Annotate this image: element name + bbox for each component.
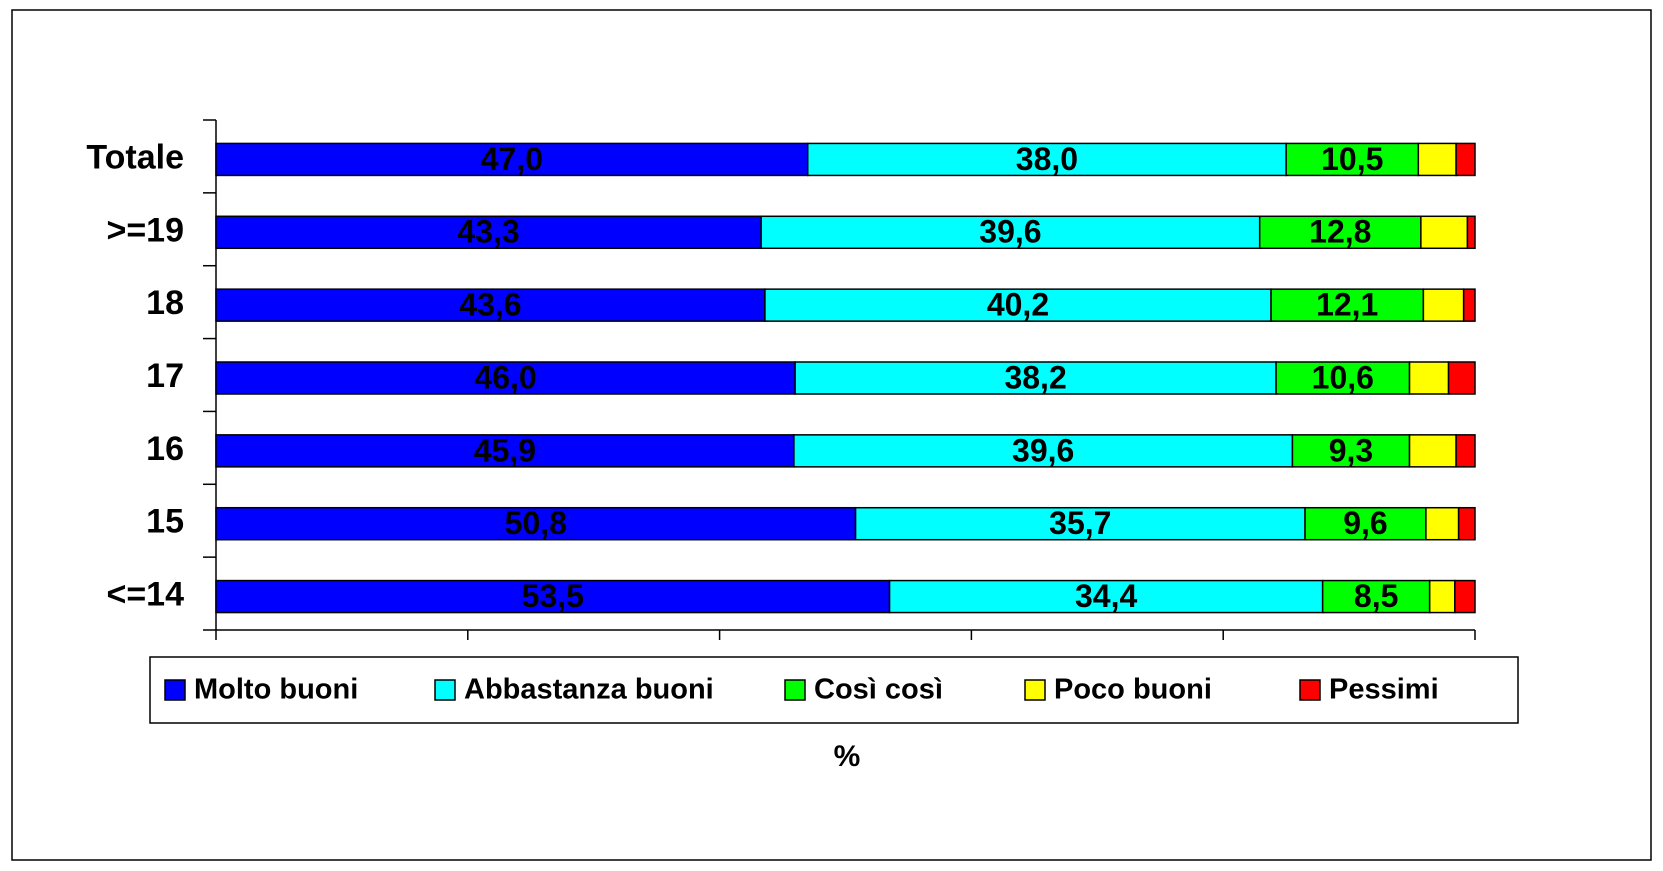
data-label: 43,3 — [457, 214, 519, 250]
data-label: 53,5 — [522, 578, 584, 614]
data-label: 12,8 — [1309, 214, 1371, 250]
bar-segment — [215, 506, 857, 541]
data-label: 38,2 — [1004, 359, 1066, 395]
data-label: 12,1 — [1316, 287, 1378, 323]
bar-segment — [1455, 142, 1476, 177]
bar-segment — [215, 361, 796, 395]
bar-segment — [1270, 288, 1425, 322]
data-label: 10,6 — [1312, 359, 1374, 395]
data-label: 39,6 — [1012, 432, 1074, 468]
bar-segment — [764, 288, 1272, 322]
bar-segment — [1428, 579, 1456, 614]
bar-segment — [794, 361, 1277, 395]
data-label: 46,0 — [474, 359, 536, 395]
bar-segment — [854, 506, 1306, 541]
data-label: 47,0 — [481, 141, 543, 177]
bar-segment — [215, 288, 766, 322]
bar-segment — [1275, 361, 1411, 395]
legend-swatch — [164, 679, 186, 701]
data-label: 38,0 — [1016, 141, 1078, 177]
bar-segment — [1420, 215, 1469, 250]
bar-segment — [1425, 506, 1460, 541]
bar-segment — [1304, 506, 1427, 541]
category-label: 16 — [146, 430, 184, 468]
bar-segment — [760, 215, 1261, 250]
data-label: 45,9 — [474, 432, 536, 468]
bar-segment — [1321, 579, 1431, 614]
legend-swatch — [1299, 679, 1321, 701]
bar-segment — [1454, 579, 1476, 614]
legend-label: Poco buoni — [1054, 674, 1212, 706]
bar-segment — [1462, 288, 1476, 322]
data-label: 39,6 — [979, 214, 1041, 250]
data-label: 34,4 — [1075, 578, 1137, 614]
bar-segment — [888, 579, 1324, 614]
legend-label: Pessimi — [1329, 674, 1439, 706]
bar-segment — [1457, 506, 1476, 541]
category-label: >=19 — [106, 211, 184, 249]
data-label: 9,3 — [1329, 432, 1373, 468]
legend-label: Abbastanza buoni — [464, 674, 714, 706]
bar-segment — [215, 142, 809, 177]
category-label: 18 — [146, 284, 184, 322]
legend-label: Molto buoni — [194, 674, 358, 706]
bar-segment — [1408, 361, 1450, 395]
bar-segment — [1258, 215, 1422, 250]
data-label: 9,6 — [1343, 505, 1387, 541]
bar-segment — [1417, 142, 1457, 177]
bar-segment — [1408, 434, 1457, 468]
bar-segment — [215, 434, 795, 468]
data-label: 50,8 — [505, 505, 567, 541]
bar-segment — [215, 215, 762, 250]
category-label: <=14 — [106, 576, 184, 614]
bar-segment — [1422, 288, 1465, 322]
category-label: Totale — [86, 138, 184, 176]
category-label: 15 — [146, 503, 184, 541]
legend-swatch — [434, 679, 456, 701]
legend-swatch — [1024, 679, 1046, 701]
category-label: 17 — [146, 357, 184, 395]
data-label: 10,5 — [1321, 141, 1383, 177]
legend-swatch — [784, 679, 806, 701]
data-label: 43,6 — [459, 287, 521, 323]
bar-segment — [1285, 142, 1420, 177]
bar-segment — [793, 434, 1294, 468]
bar-segment — [215, 579, 891, 614]
legend-label: Così così — [814, 674, 943, 706]
bar-segment — [1447, 361, 1476, 395]
x-axis-label: % — [834, 740, 861, 773]
data-label: 40,2 — [987, 287, 1049, 323]
bar-segment — [1466, 215, 1476, 250]
bar-segment — [1455, 434, 1476, 468]
legend-box — [149, 656, 1519, 724]
data-label: 8,5 — [1354, 578, 1398, 614]
data-label: 35,7 — [1049, 505, 1111, 541]
